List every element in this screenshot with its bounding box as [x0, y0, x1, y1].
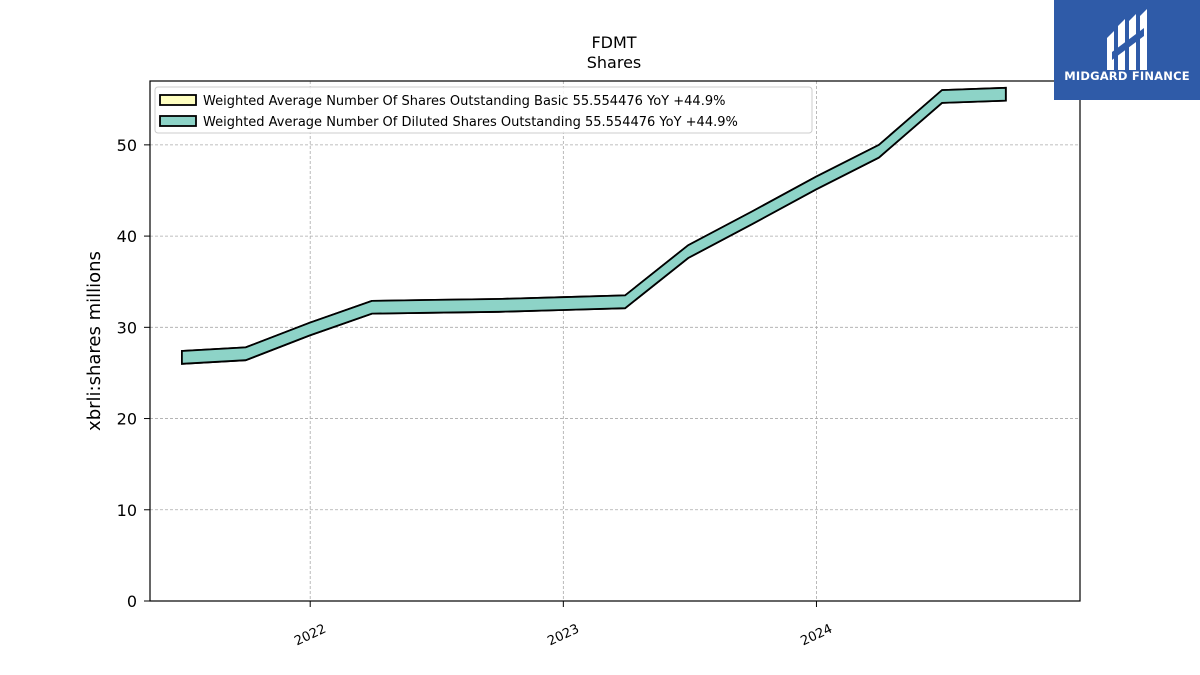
logo-text: MIDGARD FINANCE	[1064, 69, 1190, 83]
y-tick-label: 0	[127, 592, 137, 611]
x-tick-label: 2024	[799, 622, 835, 650]
x-tick-label: 2023	[545, 622, 581, 650]
y-tick-label: 40	[117, 227, 137, 246]
y-tick-label: 30	[117, 318, 137, 337]
legend-swatch	[159, 94, 197, 106]
legend-box	[154, 86, 813, 134]
y-tick-label: 10	[117, 501, 137, 520]
series-layer	[180, 86, 1007, 365]
axes: 0 10 20 30 40 50 2022 2023 2024	[117, 136, 835, 649]
chart-title: FDMT	[591, 33, 636, 52]
legend-swatch	[159, 115, 197, 127]
legend-label: Weighted Average Number Of Shares Outsta…	[203, 94, 725, 109]
y-axis-label: xbrli:shares millions	[84, 251, 105, 431]
legend: Weighted Average Number Of Shares Outsta…	[154, 86, 813, 134]
y-tick-label: 20	[117, 410, 137, 429]
series-band	[180, 86, 1007, 365]
midgard-finance-logo: MIDGARD FINANCE	[1054, 0, 1200, 100]
plot-frame	[149, 80, 1081, 602]
logo-mark-icon	[1107, 9, 1147, 70]
chart-subtitle: Shares	[587, 53, 642, 72]
legend-label: Weighted Average Number Of Diluted Share…	[203, 115, 738, 130]
x-tick-label: 2022	[292, 622, 328, 650]
y-tick-label: 50	[117, 136, 137, 155]
